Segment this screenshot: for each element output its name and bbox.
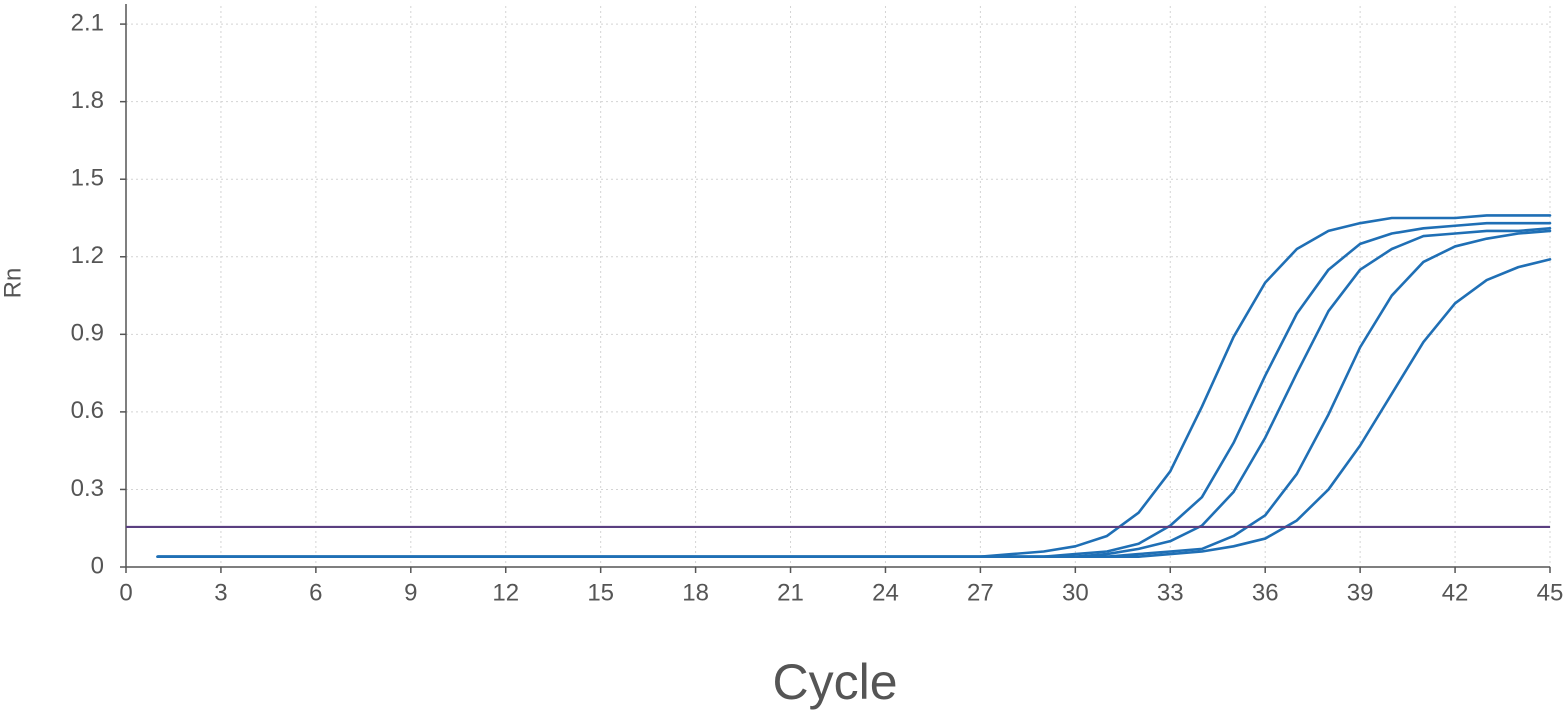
x-tick-label: 36: [1252, 579, 1279, 606]
series-line: [156, 227, 1552, 558]
x-tick-label: 27: [967, 579, 994, 606]
x-tick-label: 9: [404, 579, 417, 606]
x-tick-label: 21: [777, 579, 804, 606]
y-tick-label: 2.1: [71, 9, 104, 36]
y-tick-label: 1.2: [71, 242, 104, 269]
y-tick-label: 0.9: [71, 320, 104, 347]
series-line: [156, 229, 1552, 558]
x-tick-label: 30: [1062, 579, 1089, 606]
y-tick-label: 1.5: [71, 165, 104, 192]
x-tick-label: 24: [872, 579, 899, 606]
x-tick-label: 6: [309, 579, 322, 606]
x-tick-label: 12: [492, 579, 519, 606]
x-tick-label: 45: [1537, 579, 1564, 606]
x-tick-label: 39: [1347, 579, 1374, 606]
x-tick-label: 18: [682, 579, 709, 606]
y-tick-label: 0: [91, 552, 104, 579]
y-tick-label: 0.6: [71, 397, 104, 424]
x-tick-label: 33: [1157, 579, 1184, 606]
y-tick-label: 1.8: [71, 87, 104, 114]
series-line: [156, 258, 1552, 558]
x-tick-label: 3: [214, 579, 227, 606]
x-tick-label: 15: [587, 579, 614, 606]
x-tick-label: 0: [119, 579, 132, 606]
x-tick-label: 42: [1442, 579, 1469, 606]
y-axis-label: Rn: [0, 268, 26, 299]
x-axis-label: Cycle: [772, 654, 897, 710]
y-tick-label: 0.3: [71, 475, 104, 502]
